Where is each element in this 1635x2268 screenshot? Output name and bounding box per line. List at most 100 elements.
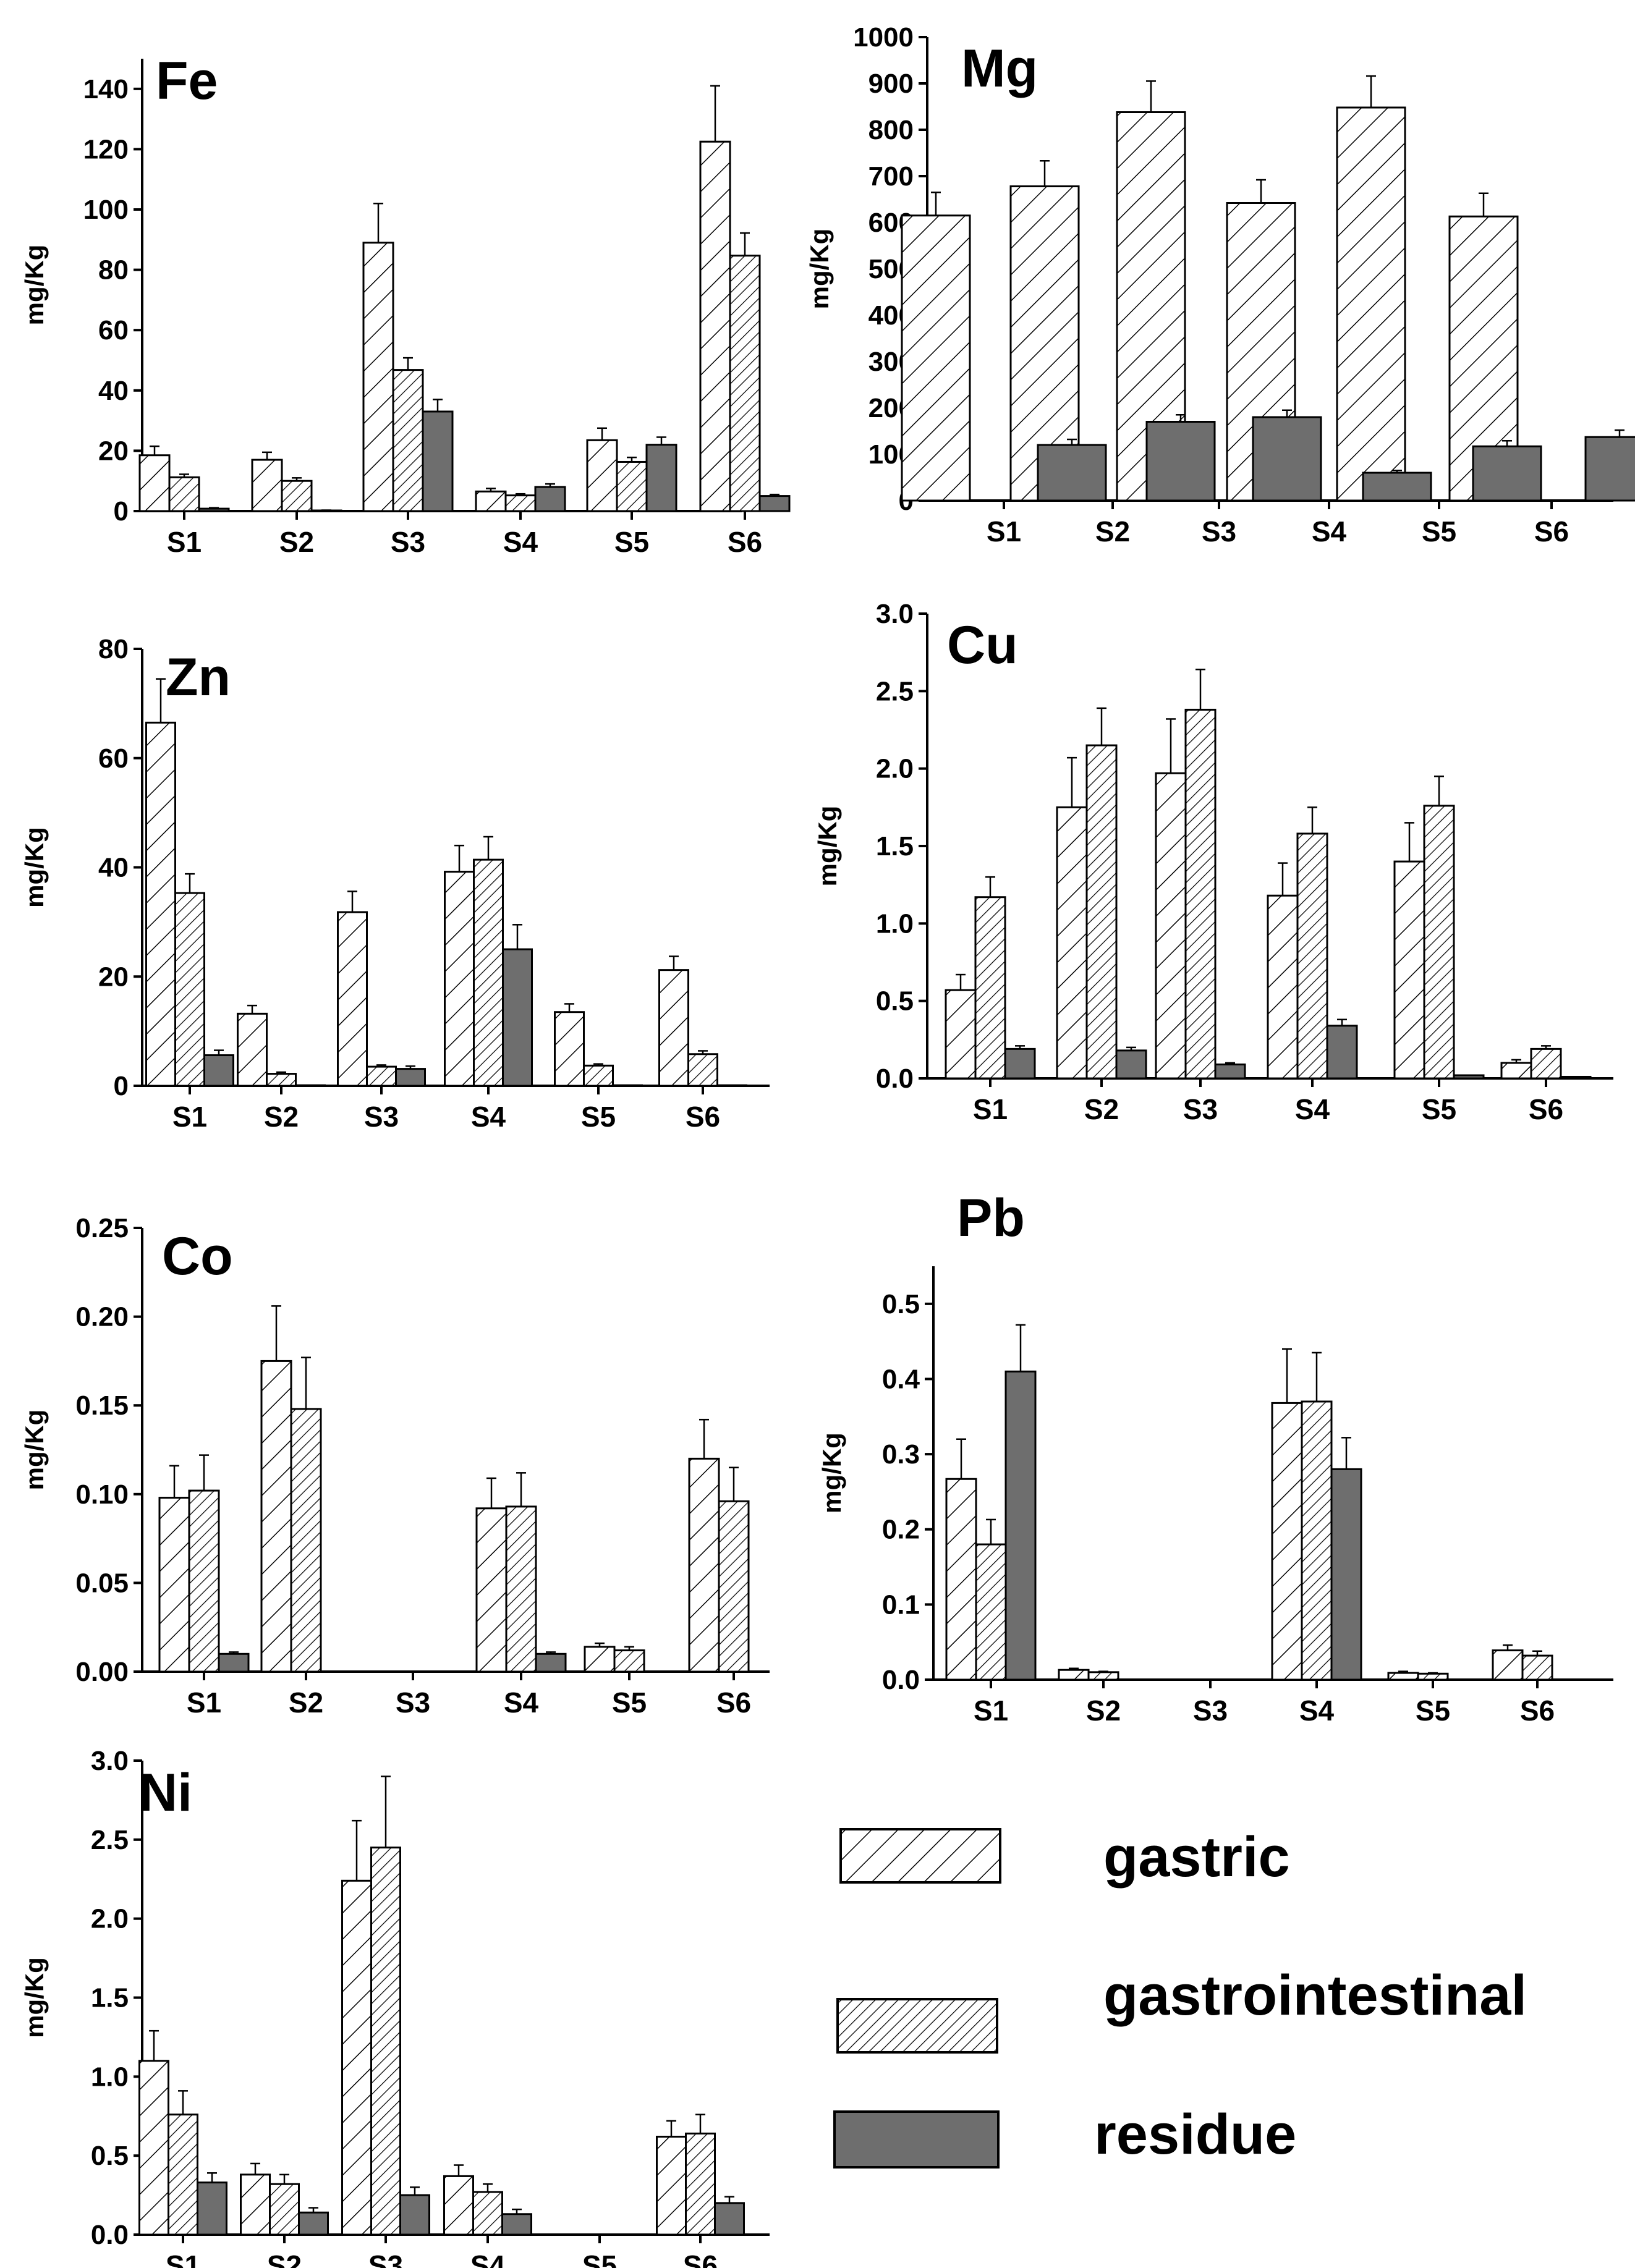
error-bar-gastric-s6 bbox=[699, 1418, 709, 1459]
x-tick-label-s2: S2 bbox=[264, 1101, 299, 1133]
chart-panel-ni: 0.0 0.5 1.0 1.5 2.0 2.5 3.0 S1 S2 S3 S4 S5 S6 Ni mg/Kg bbox=[20, 1746, 770, 2268]
error-bar-gastric-s2 bbox=[1069, 1667, 1079, 1670]
x-tick-label-s5: S5 bbox=[1422, 515, 1456, 548]
y-tick-label: 80 bbox=[98, 255, 129, 286]
y-tick-label: 3.0 bbox=[876, 599, 914, 629]
panel-title: Zn bbox=[166, 648, 231, 707]
legend-label-residue: residue bbox=[1094, 2103, 1296, 2166]
bar-gastric-s6 bbox=[1492, 1649, 1524, 1681]
y-axis-title: mg/Kg bbox=[817, 1432, 846, 1513]
bar-residue-s1 bbox=[197, 2181, 227, 2236]
bar-gastrointestinal-s3 bbox=[392, 369, 424, 512]
error-bar-residue-s1 bbox=[229, 1651, 239, 1654]
error-bar-residue-s6 bbox=[1615, 429, 1624, 438]
bar-gastrointestinal-s6 bbox=[729, 255, 761, 512]
bar-residue-s6 bbox=[1560, 1075, 1592, 1080]
error-bar-gastric-s5 bbox=[597, 427, 607, 441]
error-bar-residue-s1 bbox=[209, 507, 219, 509]
panel-title: Co bbox=[162, 1227, 233, 1286]
error-bar-gastric-s6 bbox=[666, 2120, 676, 2137]
x-tick-label-s6: S6 bbox=[683, 2249, 718, 2268]
bar-gastric-s3 bbox=[362, 242, 394, 512]
bar-gastric-s3 bbox=[1155, 772, 1187, 1080]
error-bar-residue-s3 bbox=[406, 1065, 415, 1069]
x-tick-label-s2: S2 bbox=[289, 1686, 323, 1719]
bar-gastric-s5 bbox=[1393, 860, 1425, 1080]
bar-gastrointestinal-s4 bbox=[1301, 1400, 1333, 1681]
bar-residue-s1 bbox=[1004, 1370, 1037, 1681]
error-bar-gastric-s6 bbox=[1511, 1059, 1521, 1063]
panel-title: Mg bbox=[961, 39, 1038, 98]
bar-gastrointestinal-s1 bbox=[975, 1543, 1007, 1681]
bar-gastric-s4 bbox=[475, 1507, 507, 1673]
y-tick-label: 2.5 bbox=[91, 1825, 129, 1855]
x-tick-label-s6: S6 bbox=[716, 1686, 751, 1719]
bar-gastrointestinal-s4 bbox=[1296, 832, 1328, 1080]
error-bar-residue-s3 bbox=[1225, 1062, 1235, 1065]
legend-swatch-gastric bbox=[839, 1828, 1001, 1884]
bar-residue-s5 bbox=[1453, 1074, 1485, 1080]
error-bar-gastrointestinal-s1 bbox=[178, 2090, 188, 2115]
panel-title: Fe bbox=[156, 51, 218, 111]
error-bar-gastric-s3 bbox=[352, 1819, 362, 1881]
y-tick-label: 0.1 bbox=[882, 1589, 920, 1620]
bar-gastrointestinal-s1 bbox=[168, 2114, 198, 2236]
error-bar-gastric-s1 bbox=[169, 1465, 179, 1498]
error-bar-gastric-s2 bbox=[262, 451, 272, 460]
bar-residue-s3 bbox=[1214, 1063, 1246, 1080]
error-bar-gastric-s4 bbox=[1256, 179, 1266, 203]
error-bar-gastric-s5 bbox=[1398, 1670, 1408, 1673]
error-bar-gastrointestinal-s2 bbox=[279, 2173, 289, 2185]
y-axis-title: mg/Kg bbox=[813, 806, 842, 887]
x-tick-label-s3: S3 bbox=[364, 1101, 399, 1133]
bar-gastrointestinal-s2 bbox=[290, 1408, 322, 1673]
x-tick-label-s5: S5 bbox=[614, 526, 649, 558]
panel-title: Cu bbox=[947, 616, 1018, 675]
error-bar-residue-s5 bbox=[656, 436, 666, 445]
bar-gastrointestinal-s3 bbox=[1184, 708, 1217, 1080]
y-tick-label: 0.5 bbox=[876, 986, 914, 1017]
bar-gastric-s1 bbox=[138, 2060, 169, 2236]
error-bar-gastric-s5 bbox=[1404, 822, 1414, 862]
error-bar-gastric-s1 bbox=[956, 973, 966, 991]
bar-gastrointestinal-s5 bbox=[616, 460, 648, 512]
x-tick-label-s2: S2 bbox=[267, 2249, 302, 2268]
bar-residue-s3 bbox=[399, 2194, 430, 2236]
error-bar-residue-s4 bbox=[546, 1651, 556, 1654]
bar-gastrointestinal-s5 bbox=[583, 1064, 614, 1087]
x-tick-label-s3: S3 bbox=[391, 526, 425, 558]
x-tick-label-s4: S4 bbox=[470, 2249, 506, 2268]
error-bar-residue-s3 bbox=[410, 2186, 420, 2196]
error-bar-gastric-s2 bbox=[1040, 160, 1050, 187]
error-bar-residue-s2 bbox=[1126, 1046, 1136, 1051]
bar-gastrointestinal-s1 bbox=[188, 1489, 220, 1673]
x-tick-label-s4: S4 bbox=[504, 1686, 539, 1719]
error-bar-residue-s5 bbox=[1502, 440, 1512, 447]
y-tick-label: 0.05 bbox=[75, 1568, 129, 1598]
x-tick-label-s2: S2 bbox=[1086, 1695, 1121, 1727]
error-bar-gastric-s3 bbox=[1146, 80, 1156, 112]
x-tick-label-s5: S5 bbox=[1416, 1695, 1450, 1727]
x-tick-label-s4: S4 bbox=[1312, 515, 1347, 548]
error-bar-residue-s2 bbox=[308, 2207, 318, 2213]
error-bar-gastrointestinal-s5 bbox=[1434, 775, 1444, 806]
error-bar-gastrointestinal-s3 bbox=[403, 357, 413, 370]
bar-gastric-s5 bbox=[554, 1011, 585, 1087]
bar-gastric-s4 bbox=[444, 871, 475, 1087]
bar-gastrointestinal-s6 bbox=[687, 1053, 718, 1087]
y-tick-label: 0.5 bbox=[882, 1289, 920, 1319]
bar-gastrointestinal-s4 bbox=[504, 494, 537, 512]
bar-gastric-s4 bbox=[475, 490, 507, 512]
y-tick-label: 800 bbox=[868, 115, 914, 145]
x-tick-label-s2: S2 bbox=[1084, 1093, 1119, 1125]
bar-residue-s5 bbox=[1472, 445, 1542, 502]
y-tick-label: 0 bbox=[114, 1071, 129, 1101]
bar-residue-s2 bbox=[1145, 421, 1216, 502]
error-bar-residue-s4 bbox=[545, 483, 555, 487]
bar-gastrointestinal-s2 bbox=[269, 2183, 300, 2236]
error-bar-gastrointestinal-s1 bbox=[986, 1518, 996, 1545]
y-tick-label: 0.3 bbox=[882, 1439, 920, 1470]
error-bar-gastrointestinal-s1 bbox=[985, 876, 995, 897]
error-bar-gastric-s1 bbox=[149, 2029, 159, 2061]
